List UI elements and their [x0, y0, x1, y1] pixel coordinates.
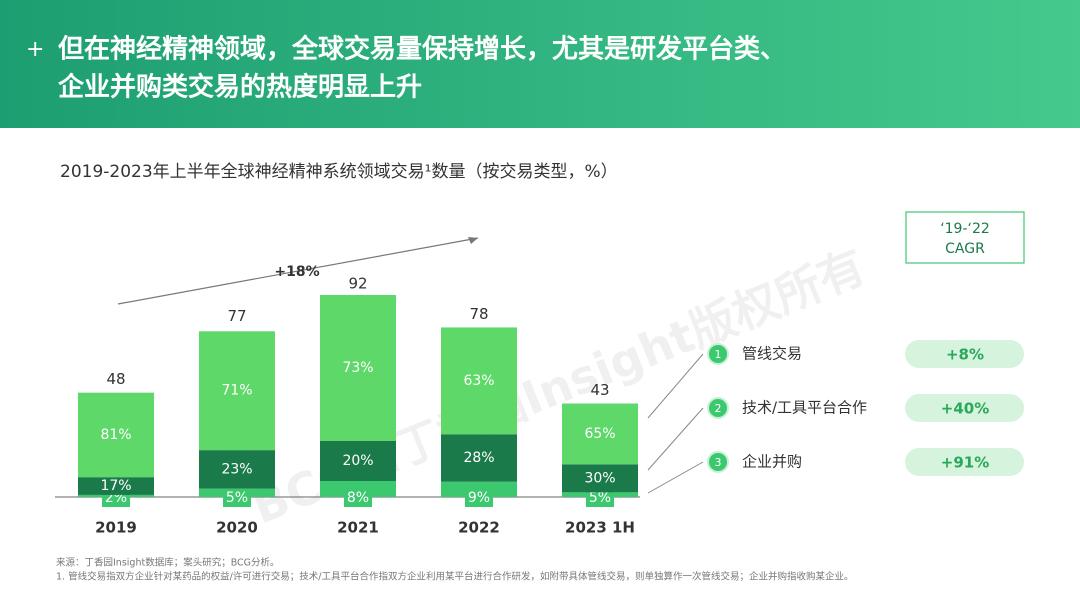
cagr-value: +40%: [941, 400, 989, 418]
legend-index: 2: [715, 402, 722, 415]
growth-label: +18%: [274, 264, 319, 280]
x-tick-label: 2023 1H: [565, 519, 635, 537]
x-tick-label: 2019: [95, 519, 137, 537]
x-tick-label: 2021: [337, 519, 379, 537]
bar-segment: [441, 327, 517, 435]
cagr-pill: [905, 394, 1024, 422]
total-label: 48: [106, 370, 125, 388]
x-tick-label: 2020: [216, 519, 258, 537]
value-label-bg: [465, 489, 493, 507]
growth-arrow-head: [468, 237, 478, 244]
value-label-bg: [223, 489, 251, 507]
value-label: 73%: [342, 360, 373, 376]
legend-label: 企业并购: [742, 453, 802, 471]
total-label: 78: [469, 305, 488, 323]
legend-index: 3: [715, 456, 722, 469]
connector: [647, 407, 704, 471]
bar-segment: [320, 295, 396, 441]
chart-title: 2019-2023年上半年全球神经精神系统领域交易¹数量（按交易类型，%）: [60, 162, 618, 182]
value-label: 23%: [221, 461, 252, 477]
value-label: 81%: [100, 427, 131, 443]
value-label: 5%: [589, 490, 611, 506]
cagr-pill: [905, 448, 1024, 476]
footnote: 来源：丁香园Insight数据库；案头研究；BCG分析。: [56, 557, 280, 569]
footnote: 1. 管线交易指双方企业针对某药品的权益/许可进行交易；技术/工具平台合作指双方…: [56, 571, 854, 583]
value-label: 5%: [226, 490, 248, 506]
value-label: 9%: [468, 490, 490, 506]
bar-segment: [562, 403, 638, 465]
legend-marker: [707, 343, 729, 365]
bar-segment: [199, 450, 275, 489]
cagr-value: +91%: [941, 454, 989, 472]
cagr-pill: [905, 340, 1024, 368]
value-label: 65%: [584, 426, 615, 442]
connector: [647, 353, 704, 419]
bar-segment: [199, 331, 275, 451]
value-label: 71%: [221, 383, 252, 399]
total-label: 43: [590, 381, 609, 399]
value-label-bg: [344, 489, 372, 507]
connector: [647, 461, 704, 494]
header-band: [0, 0, 1080, 128]
bar-segment: [320, 441, 396, 481]
value-label-bg: [586, 489, 614, 507]
header-title: 但在神经精神领域，全球交易量保持增长，尤其是研发平台类、: [58, 34, 786, 65]
header-title: 企业并购类交易的热度明显上升: [58, 72, 422, 103]
x-tick-label: 2022: [458, 519, 500, 537]
cagr-box: [905, 211, 1025, 264]
value-label: 20%: [342, 453, 373, 469]
legend-label: 管线交易: [742, 345, 802, 363]
value-label: 28%: [463, 450, 494, 466]
value-label: 8%: [347, 490, 369, 506]
cagr-header: CAGR: [945, 241, 985, 257]
value-label: 63%: [463, 373, 494, 389]
value-label: 30%: [584, 470, 615, 486]
total-label: 77: [227, 307, 246, 325]
bar-segment: [78, 392, 154, 478]
legend-index: 1: [715, 348, 722, 361]
cagr-header: ‘19-‘22: [940, 221, 990, 237]
legend-marker: [707, 397, 729, 419]
header-plus: +: [26, 37, 44, 62]
growth-arrow: [117, 237, 479, 305]
bar-segment: [78, 477, 154, 495]
bar-segment: [562, 464, 638, 493]
cagr-value: +8%: [946, 346, 984, 364]
legend-label: 技术/工具平台合作: [742, 399, 867, 417]
total-label: 92: [348, 275, 367, 293]
value-label: 17%: [100, 478, 131, 494]
bar-segment: [441, 434, 517, 482]
legend-marker: [707, 451, 729, 473]
